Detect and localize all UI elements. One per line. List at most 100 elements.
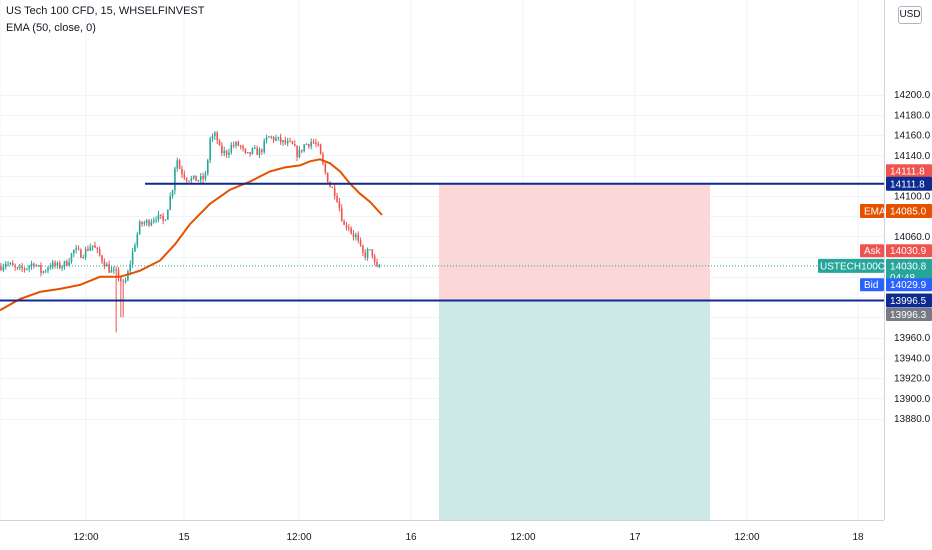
upper-level-tag-red-bg: [886, 164, 932, 178]
candle-body: [202, 176, 204, 179]
candle-body: [315, 142, 317, 145]
candle: [51, 259, 54, 270]
candle: [101, 254, 103, 264]
x-tick-label: 17: [629, 532, 641, 543]
candle: [369, 249, 371, 251]
candle: [289, 137, 291, 143]
candle-body: [272, 136, 275, 141]
candle-body: [355, 234, 357, 237]
candle: [216, 130, 218, 145]
x-tick-label: 15: [178, 532, 190, 543]
x-tick-label: 12:00: [510, 532, 535, 543]
candle: [223, 146, 226, 157]
candle: [47, 265, 49, 274]
candle: [103, 258, 106, 270]
ema-legend[interactable]: EMA (50, close, 0): [6, 22, 96, 34]
candle-body: [305, 144, 308, 146]
candle-body: [296, 146, 298, 158]
candle: [131, 247, 134, 269]
candle-body: [77, 248, 80, 250]
candle-body: [246, 152, 249, 154]
candle: [263, 138, 265, 155]
candle-body: [70, 253, 73, 262]
candle: [291, 140, 294, 145]
candle: [188, 180, 190, 183]
candle: [155, 216, 157, 224]
candle-body: [0, 266, 2, 270]
lower-level-tag-text: 13996.5: [890, 296, 927, 307]
candle: [230, 142, 233, 155]
candle: [279, 133, 282, 145]
candle: [16, 266, 19, 270]
candle: [37, 264, 40, 267]
candle: [214, 130, 216, 141]
candle-body: [223, 150, 226, 154]
candle-body: [120, 277, 122, 282]
candle-body: [298, 149, 301, 158]
candle-body: [190, 178, 193, 182]
candle-body: [9, 262, 12, 264]
candle: [336, 192, 338, 203]
candle: [207, 158, 209, 176]
candle-body: [340, 208, 343, 221]
candle: [270, 135, 273, 140]
candle: [117, 267, 120, 282]
candle-body: [164, 219, 167, 221]
candle: [333, 184, 336, 200]
candle-body: [134, 245, 136, 252]
candle-body: [261, 149, 263, 152]
risk-zone: [439, 183, 710, 301]
candle: [319, 143, 322, 155]
candle: [261, 148, 263, 155]
candle: [228, 148, 230, 159]
symbol-legend[interactable]: US Tech 100 CFD, 15, WHSELFINVEST: [6, 5, 205, 17]
candle: [134, 242, 136, 252]
candle: [284, 136, 287, 146]
candle: [317, 141, 320, 147]
candle-body: [192, 175, 195, 179]
candle: [324, 162, 327, 175]
currency-button[interactable]: USD: [898, 6, 922, 24]
candle: [124, 277, 127, 284]
candle-body: [131, 251, 134, 265]
candle-body: [235, 142, 237, 146]
candle-body: [73, 249, 75, 254]
ema-line: [0, 158, 383, 312]
candle: [211, 133, 214, 142]
candle: [162, 212, 164, 225]
candle: [362, 244, 364, 257]
candle: [350, 226, 352, 235]
candle: [199, 172, 202, 184]
candle: [94, 241, 96, 248]
candle-body: [51, 262, 54, 267]
candle: [268, 136, 270, 138]
candle-body: [275, 137, 277, 141]
candle: [54, 260, 56, 269]
candles-group: [0, 130, 381, 333]
candle-body: [183, 174, 186, 179]
bid-label-text: Bid: [864, 280, 878, 291]
candle-body: [242, 145, 244, 149]
candle: [376, 258, 378, 268]
candle-body: [284, 140, 287, 144]
candle-body: [66, 261, 68, 266]
candle: [138, 219, 141, 235]
candle: [174, 166, 176, 195]
candle: [235, 141, 237, 149]
candle: [258, 147, 261, 158]
symbol-tag-bg: [818, 258, 884, 273]
candle: [98, 246, 101, 257]
ema-value-bg: [886, 203, 932, 218]
candle-body: [251, 148, 254, 154]
candle-body: [258, 149, 261, 155]
candle-body: [68, 261, 70, 266]
candle: [232, 141, 235, 148]
candle: [23, 267, 26, 273]
candle-body: [176, 160, 179, 169]
y-tick-label: 13940.0: [894, 353, 931, 364]
candle: [178, 158, 181, 170]
candle: [70, 252, 73, 264]
candle-body: [359, 240, 362, 246]
candle: [373, 253, 376, 266]
